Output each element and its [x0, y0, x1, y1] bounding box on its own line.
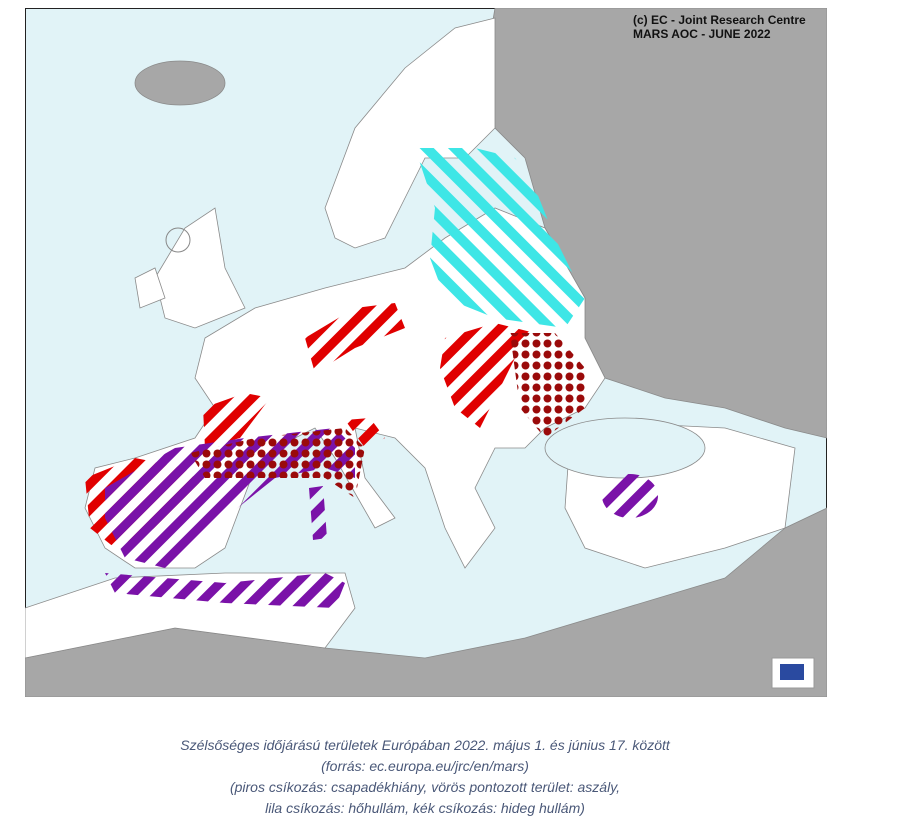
credit: (c) EC - Joint Research Centre	[633, 13, 806, 27]
caption-line: Szélsőséges időjárású területek Európába…	[180, 737, 670, 753]
caption-line: lila csíkozás: hőhullám, kék csíkozás: h…	[265, 800, 585, 816]
credit: MARS AOC - JUNE 2022	[633, 27, 771, 41]
hatched-areas	[85, 148, 658, 608]
land	[25, 8, 827, 697]
marker	[165, 227, 191, 253]
map: (c) EC - Joint Research Centre MARS AOC …	[25, 8, 827, 697]
caption-line: (piros csíkozás: csapadékhiány, vörös po…	[229, 779, 621, 795]
eu-logo	[771, 657, 815, 689]
caption-line: (forrás: ec.europa.eu/jrc/en/mars)	[321, 758, 529, 774]
